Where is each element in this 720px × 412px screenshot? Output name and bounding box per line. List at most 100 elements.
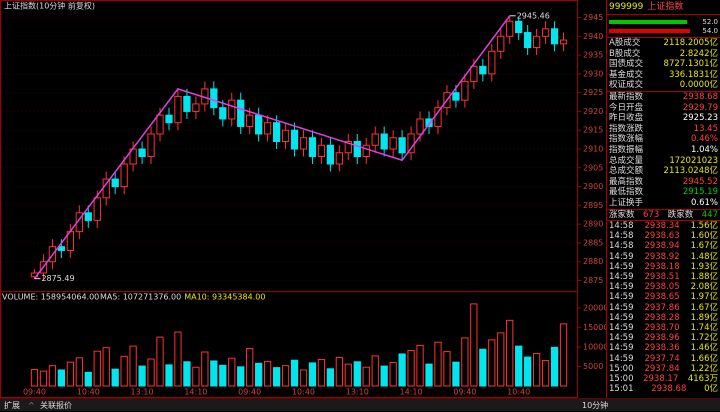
candle-body bbox=[308, 137, 317, 158]
trade-label: 权证成交 bbox=[609, 80, 644, 91]
trade-section: A股成交 2118.2005亿 B股成交 2.8242亿 国债成交 8727.1301亿基… bbox=[607, 37, 720, 91]
x-tick-label: 14:10 bbox=[184, 388, 207, 397]
volume-bar bbox=[219, 364, 227, 387]
y-tick-label: 15000 bbox=[583, 323, 606, 332]
tick-price: 2938.92 bbox=[644, 251, 680, 262]
footer-tab[interactable]: 扩展 bbox=[4, 401, 20, 410]
tick-price: 2938.51 bbox=[644, 272, 680, 283]
tick-time: 14:59 bbox=[609, 261, 634, 272]
tick-row: 14:59 2938.96 1.72亿 bbox=[607, 333, 720, 343]
trade-value: 336.1831亿 bbox=[668, 69, 718, 80]
candle-body bbox=[479, 65, 487, 75]
trade-row: A股成交 2118.2005亿 bbox=[607, 38, 720, 49]
trade-row: 基金成交 336.1831亿 bbox=[607, 70, 720, 81]
stat-value: 2938.68 bbox=[682, 91, 718, 102]
indicator-row: 52.0 bbox=[607, 17, 720, 26]
tick-volume: 1.56亿 bbox=[690, 221, 718, 232]
tick-volume: 1.88亿 bbox=[690, 272, 718, 283]
stat-value: 2929.79 bbox=[682, 102, 718, 113]
volume-bar bbox=[156, 336, 164, 387]
trade-value: 0.0000亿 bbox=[679, 80, 718, 91]
tick-volume: 1.89亿 bbox=[690, 312, 718, 323]
candle-body bbox=[210, 88, 218, 109]
volume-bar bbox=[299, 369, 308, 387]
candle-body bbox=[147, 133, 155, 158]
volume-legend: MA5: 107271376.00 bbox=[100, 293, 181, 302]
tick-price: 2938.36 bbox=[644, 343, 680, 354]
footer-tab[interactable]: 关联报价 bbox=[40, 401, 72, 410]
annotation: 2875.49 bbox=[41, 274, 74, 283]
chart-title: 上证指数(10分钟 前复权) bbox=[4, 1, 95, 11]
candle-body bbox=[246, 114, 254, 127]
tick-row: 14:59 2937.86 1.67亿 bbox=[607, 303, 720, 313]
tick-time: 14:59 bbox=[609, 292, 634, 303]
volume-bar bbox=[407, 349, 415, 387]
volume-bar bbox=[102, 347, 110, 387]
y-tick-label: 2940 bbox=[583, 32, 603, 41]
candle-body bbox=[541, 28, 550, 37]
volume-bar bbox=[201, 351, 209, 387]
y-tick-label: 2915 bbox=[583, 126, 603, 135]
volume-bar bbox=[237, 366, 245, 387]
y-tick-label: 2945 bbox=[583, 13, 603, 22]
volume-bar bbox=[228, 357, 236, 387]
volume-bar bbox=[559, 323, 568, 387]
candle-body bbox=[488, 50, 496, 75]
volume-bar bbox=[48, 365, 57, 387]
volume-legend: MA10: 93345384.00 bbox=[184, 293, 265, 302]
y-tick-label: 2905 bbox=[583, 163, 603, 172]
panel-header: 999999 上证指数 bbox=[607, 0, 720, 15]
candle-body bbox=[335, 152, 343, 165]
indicator-row: 54.0 bbox=[607, 26, 720, 35]
candle-body bbox=[281, 129, 290, 142]
period[interactable]: 10分钟 bbox=[582, 401, 609, 410]
volume-bar bbox=[353, 361, 361, 387]
trade-label: 国债成交 bbox=[609, 59, 644, 70]
stat-row: 最低指数 2915.19 bbox=[607, 187, 720, 198]
footer: 扩展 ^ 关联报价 10分钟 bbox=[0, 398, 720, 411]
tick-price: 2938.96 bbox=[644, 333, 680, 344]
volume-bar bbox=[524, 356, 532, 387]
candle-body bbox=[497, 35, 505, 52]
candle-body bbox=[326, 144, 335, 165]
price-frame bbox=[0, 0, 578, 292]
tick-time: 14:59 bbox=[609, 333, 634, 344]
trade-value: 8727.1301亿 bbox=[663, 59, 718, 70]
tick-row: 14:59 2938.18 1.93亿 bbox=[607, 262, 720, 272]
volume-bar bbox=[246, 347, 254, 387]
tick-volume: 1.46亿 bbox=[690, 343, 718, 354]
candle-body bbox=[398, 137, 406, 154]
volume-legend: VOLUME: 158954064.00 bbox=[2, 293, 99, 302]
y-tick-label: 2925 bbox=[583, 88, 603, 97]
tick-price: 2938.18 bbox=[644, 261, 680, 272]
stat-row: 指数振幅 1.04% bbox=[607, 145, 720, 156]
annotation: 2945.46 bbox=[517, 11, 550, 20]
candle-body bbox=[317, 144, 326, 158]
trade-label: B股成交 bbox=[609, 48, 641, 59]
x-tick-label: 09:40 bbox=[453, 388, 476, 397]
trade-label: A股成交 bbox=[609, 38, 641, 48]
volume-bar bbox=[497, 332, 505, 387]
candle-body bbox=[272, 122, 281, 142]
tick-volume: 2.08亿 bbox=[690, 282, 718, 293]
volume-bar bbox=[344, 363, 352, 387]
stat-row: 总成交额 2113.0248亿 bbox=[607, 166, 720, 177]
index-name: 上证指数 bbox=[647, 2, 684, 12]
candle-body bbox=[380, 133, 388, 150]
volume-frame bbox=[0, 291, 578, 398]
tick-time: 14:59 bbox=[609, 272, 634, 283]
y-tick-label: 2875 bbox=[583, 276, 603, 285]
tick-volume: 1.74亿 bbox=[690, 322, 718, 333]
x-tick-label: 10:40 bbox=[77, 388, 100, 397]
tick-time: 14:59 bbox=[609, 322, 634, 333]
volume-bar bbox=[308, 362, 317, 387]
tick-row: 14:59 2938.70 1.74亿 bbox=[607, 323, 720, 333]
candle-body bbox=[174, 95, 182, 124]
volume-bar bbox=[488, 339, 496, 387]
trade-row: 国债成交 8727.1301亿 bbox=[607, 59, 720, 70]
volume-bar bbox=[326, 368, 335, 387]
tick-time: 15:01 bbox=[609, 384, 634, 395]
stat-label: 今日开盘 bbox=[609, 102, 644, 113]
tick-time: 14:59 bbox=[609, 251, 634, 262]
